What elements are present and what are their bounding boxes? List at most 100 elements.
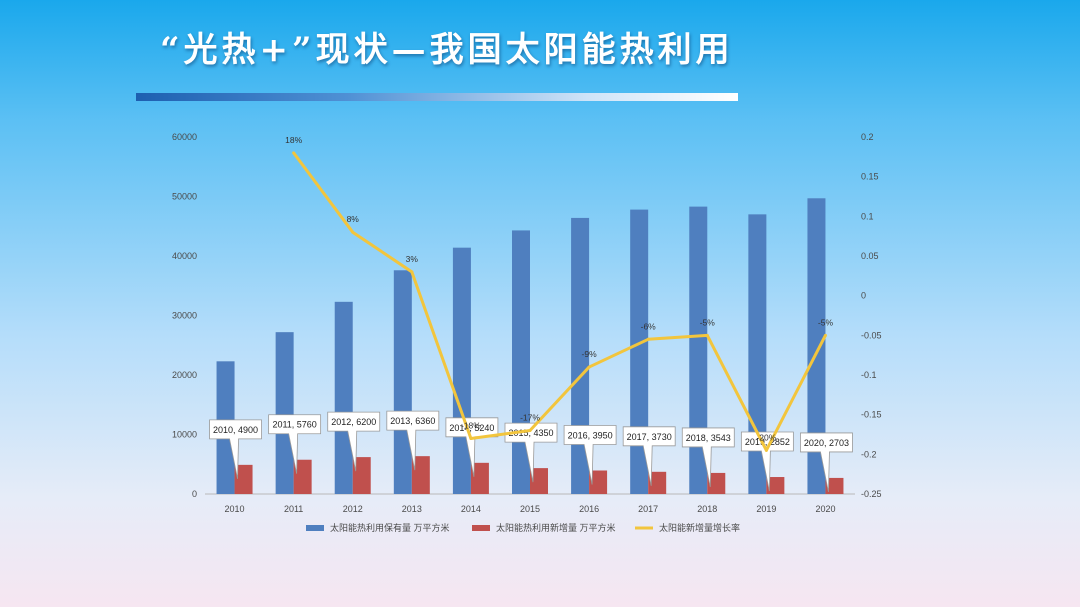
right-axis-tick-label: 0.2	[861, 132, 874, 142]
bar-total-capacity	[630, 209, 649, 494]
bar-new-capacity	[825, 477, 844, 494]
left-axis-tick-label: 30000	[172, 311, 197, 321]
x-axis-tick-label: 2020	[815, 504, 835, 514]
callout-label: 2016, 3950	[568, 430, 613, 440]
right-axis-tick-label: 0.05	[861, 251, 879, 261]
growth-rate-point	[528, 429, 532, 433]
right-axis-tick-label: -0.1	[861, 370, 877, 380]
growth-rate-label: 18%	[285, 135, 302, 145]
left-axis-tick-label: 10000	[172, 430, 197, 440]
callout-label: 2018, 3543	[686, 433, 731, 443]
right-axis-tick-label: 0.1	[861, 211, 874, 221]
bar-new-capacity	[293, 459, 312, 494]
callout-label: 2012, 6200	[331, 417, 376, 427]
x-axis-tick-label: 2013	[402, 504, 422, 514]
bar-total-capacity	[807, 198, 826, 494]
callout-label: 2015, 4350	[508, 428, 553, 438]
bar-total-capacity	[275, 332, 294, 494]
legend-label: 太阳能热利用保有量 万平方米	[330, 522, 450, 533]
callout-label: 2011, 5760	[272, 420, 316, 430]
left-axis-tick-label: 60000	[172, 132, 197, 142]
bar-new-capacity	[234, 464, 253, 494]
callout-box	[622, 426, 676, 486]
right-axis-tick-label: 0.15	[861, 172, 879, 182]
bar-total-capacity	[571, 217, 590, 495]
growth-rate-point	[292, 151, 296, 155]
left-axis-tick-label: 20000	[172, 370, 197, 380]
callout-box	[445, 417, 499, 477]
x-axis-tick-label: 2016	[579, 504, 599, 514]
right-axis-tick-label: -0.25	[861, 489, 882, 499]
x-axis-tick-label: 2011	[284, 504, 303, 514]
growth-rate-point	[705, 333, 709, 337]
growth-rate-point	[587, 365, 591, 369]
growth-rate-label: -18%	[461, 420, 481, 430]
growth-rate-point	[646, 337, 650, 341]
data-callouts: 2010, 4900 2011, 5760 2012, 6200 2013, 6360…	[209, 410, 853, 492]
growth-rate-label: 8%	[347, 214, 360, 224]
growth-rate-point	[410, 270, 414, 274]
x-axis-tick-label: 2010	[225, 504, 245, 514]
growth-rate-point	[351, 230, 355, 234]
bar-new-capacity	[530, 468, 548, 494]
callout-box	[268, 414, 322, 474]
growth-rate-point	[469, 436, 473, 440]
legend-label: 太阳能新增量增长率	[659, 522, 740, 533]
callout-box	[504, 422, 558, 483]
callout-label: 2014, 5240	[449, 423, 494, 433]
x-axis-tick-label: 2014	[461, 504, 481, 514]
x-axis: 2010 2011 2012 2013 2014 2015 2016 2017 2018 2019…	[205, 493, 855, 514]
right-axis-tick-label: -0.05	[861, 330, 882, 340]
bar-total-capacity	[334, 301, 353, 494]
growth-rate-point	[764, 448, 768, 452]
callout-box	[800, 432, 853, 492]
x-axis-tick-label: 2017	[638, 504, 658, 514]
callout-box	[681, 427, 735, 487]
right-axis-tick-label: 0	[861, 291, 866, 301]
series-new-capacity	[234, 456, 844, 494]
title-underline-bar	[136, 93, 738, 101]
legend-swatch	[472, 525, 490, 531]
legend-swatch	[306, 525, 324, 531]
series-total-capacity	[216, 198, 826, 495]
growth-rate-label: -6%	[641, 321, 657, 331]
bar-new-capacity	[411, 456, 430, 494]
bar-total-capacity	[393, 270, 412, 494]
growth-rate-label: 3%	[406, 254, 419, 264]
x-axis-tick-label: 2018	[697, 504, 717, 514]
left-y-axis: 0 10000 20000 30000 40000 50000 60000	[172, 132, 197, 499]
growth-rate-label: -5%	[700, 317, 716, 327]
x-axis-tick-label: 2015	[520, 504, 540, 514]
bar-new-capacity	[352, 457, 371, 494]
x-axis-tick-label: 2012	[343, 504, 363, 514]
bar-total-capacity	[452, 247, 471, 494]
right-y-axis: -0.25 -0.2 -0.15 -0.1 -0.05 0 0.05 0.1 0.15 0.2	[861, 132, 882, 499]
left-axis-tick-label: 50000	[172, 192, 197, 202]
growth-rate-label: -9%	[582, 349, 598, 359]
callout-label: 2010, 4900	[213, 425, 258, 435]
callout-label: 2019, 2852	[745, 437, 790, 447]
growth-rate-line	[292, 151, 827, 452]
callout-box	[740, 431, 794, 492]
growth-rate-label: -20%	[756, 432, 776, 442]
callout-box	[563, 425, 617, 485]
left-axis-tick-label: 40000	[172, 251, 197, 261]
callout-box	[327, 411, 381, 472]
x-axis-tick-label: 2019	[756, 504, 776, 514]
growth-rate-label: -5%	[818, 317, 834, 327]
callout-label: 2020, 2703	[804, 438, 849, 448]
bar-total-capacity	[689, 206, 708, 495]
bar-new-capacity	[648, 471, 667, 494]
legend-label: 太阳能热利用新增量 万平方米	[496, 522, 616, 533]
chart-legend: 太阳能热利用保有量 万平方米 太阳能热利用新增量 万平方米 太阳能新增量增长率	[306, 522, 740, 533]
slide-title: “光热+”现状—我国太阳能热利用	[160, 30, 734, 70]
series-growth-rate: 18% 8% 3% -18% -17% -9% -6% -5% -20% -5%	[285, 135, 833, 452]
right-axis-tick-label: -0.15	[861, 410, 882, 420]
right-axis-tick-label: -0.2	[861, 449, 877, 459]
callout-label: 2017, 3730	[627, 432, 672, 442]
bar-new-capacity	[707, 472, 726, 494]
left-axis-tick-label: 0	[192, 489, 197, 499]
callout-box	[386, 410, 440, 471]
growth-rate-point	[823, 333, 827, 337]
